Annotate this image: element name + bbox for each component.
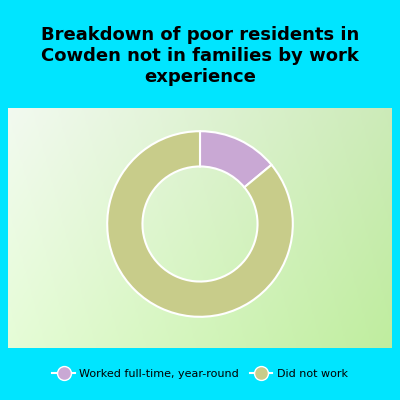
Wedge shape bbox=[107, 131, 293, 317]
Wedge shape bbox=[200, 131, 272, 187]
Text: Breakdown of poor residents in
Cowden not in families by work
experience: Breakdown of poor residents in Cowden no… bbox=[41, 26, 359, 86]
Legend: Worked full-time, year-round, Did not work: Worked full-time, year-round, Did not wo… bbox=[52, 369, 348, 379]
